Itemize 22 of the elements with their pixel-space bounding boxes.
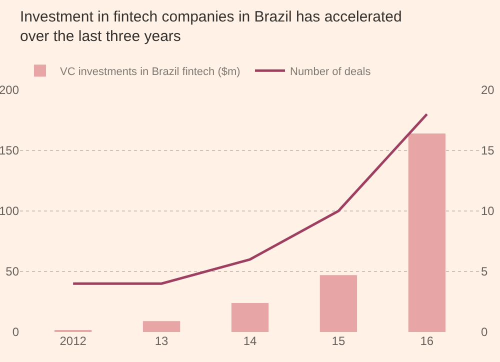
bar	[320, 275, 358, 332]
y2-tick-label: 15	[481, 144, 495, 158]
bar	[408, 134, 446, 332]
x-tick-label: 15	[332, 334, 346, 348]
y2-tick-label: 0	[481, 325, 488, 340]
legend-label: VC investments in Brazil fintech ($m)	[60, 66, 240, 78]
x-tick-label: 13	[154, 334, 169, 348]
bar	[142, 321, 180, 332]
bar	[231, 302, 269, 332]
line-series	[72, 112, 428, 285]
y2-tick-label: 20	[481, 83, 495, 98]
x-tick-label: 16	[420, 334, 434, 348]
chart-title: Investment in fintech companies in Brazil has accelerated over the last three years	[20, 8, 402, 46]
y2-tick-label: 10	[481, 204, 495, 218]
x-tick-label: 14	[243, 334, 257, 348]
y-tick-label: 50	[6, 264, 20, 279]
y-tick-label: 150	[0, 144, 20, 158]
x-tick-label: 2012	[60, 334, 87, 348]
legend-label: Number of deals	[290, 66, 372, 78]
y-tick-label: 0	[12, 325, 20, 340]
y2-tick-label: 5	[481, 264, 488, 279]
y-tick-label: 100	[0, 204, 20, 218]
